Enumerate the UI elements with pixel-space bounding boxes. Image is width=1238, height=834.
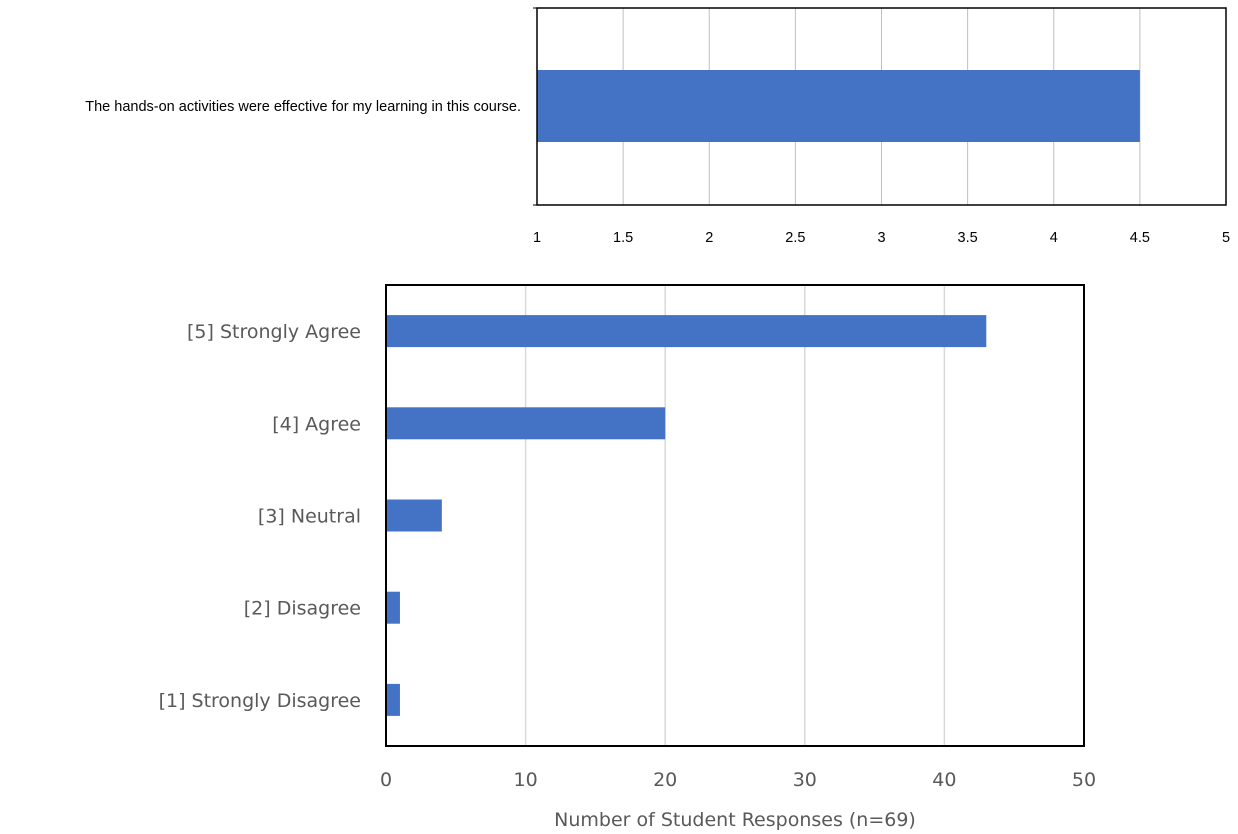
chart-1-x-tick-label: 4 xyxy=(1050,230,1058,246)
chart-2-x-axis-title: Number of Student Responses (n=69) xyxy=(554,809,916,831)
chart-2-bar xyxy=(386,407,666,440)
chart-2-x-tick-label: 20 xyxy=(653,769,677,791)
chart-2-bar xyxy=(386,499,442,532)
chart-2-category-label: [5] Strongly Agree xyxy=(187,321,361,343)
chart-2-x-tick-label: 40 xyxy=(932,769,956,791)
chart-2-bar xyxy=(386,683,400,716)
chart-1-plot-border xyxy=(536,7,1227,206)
chart-2-x-tick-label: 10 xyxy=(514,769,538,791)
chart-2-x-tick-label: 30 xyxy=(793,769,817,791)
chart-2-plot-border xyxy=(385,284,1085,747)
chart-2-x-tick-label: 0 xyxy=(380,769,392,791)
chart-1-x-tick-label: 2 xyxy=(705,230,713,246)
chart-1-x-tick-label: 5 xyxy=(1222,230,1230,246)
chart-2-category-label: [1] Strongly Disagree xyxy=(159,690,361,712)
chart-1-group: 1 1.5 2 2.5 3 3.5 4 4.5 5 The hands-on activities… xyxy=(85,7,1230,246)
chart-2-bar xyxy=(386,315,987,348)
chart-1-x-tick-label: 1.5 xyxy=(613,230,633,246)
chart-1-category-label: The hands-on activities were effective f… xyxy=(85,99,521,115)
chart-1-x-tick-label: 2.5 xyxy=(785,230,805,246)
chart-2-category-label: [2] Disagree xyxy=(244,598,361,620)
chart-1-x-tick-label: 1 xyxy=(533,230,541,246)
chart-2-category-label: [3] Neutral xyxy=(258,506,361,528)
chart-1-bar xyxy=(537,70,1140,142)
chart-2-category-label: [4] Agree xyxy=(272,413,361,435)
chart-1-x-tick-label: 3.5 xyxy=(958,230,978,246)
chart-1-x-tick-label: 3 xyxy=(877,230,885,246)
chart-2-group: [5] Strongly Agree [4] Agree [3] Neutral [2… xyxy=(159,284,1096,831)
chart-2-x-tick-label: 50 xyxy=(1072,769,1096,791)
chart-1-x-tick-label: 4.5 xyxy=(1130,230,1150,246)
chart-2-bar xyxy=(386,591,400,624)
